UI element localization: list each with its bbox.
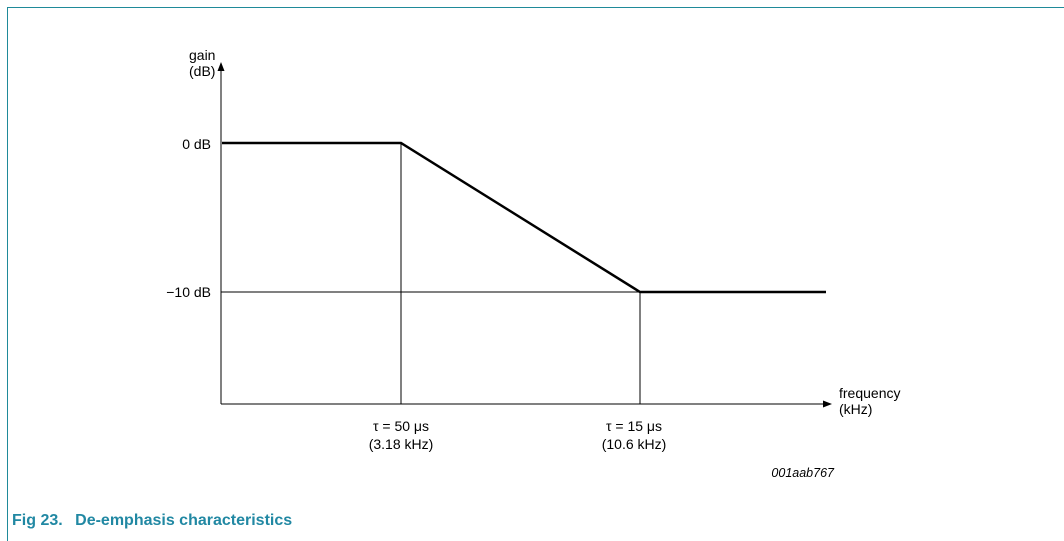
figure-frame — [7, 7, 1064, 541]
figure-caption: Fig 23. De-emphasis characteristics — [12, 512, 292, 530]
x-axis-title-line1: frequency — [839, 385, 900, 401]
y-axis-arrow — [217, 62, 225, 71]
x-tick-label-tau15-freq: (10.6 kHz) — [602, 436, 667, 452]
figure-title: De-emphasis characteristics — [75, 512, 293, 529]
x-axis-arrow — [823, 400, 832, 408]
x-tick-label-tau50: τ = 50 μs — [373, 418, 429, 434]
gain-curve — [222, 141, 826, 294]
figure-number: Fig 23. — [12, 512, 63, 529]
x-tick-label-tau15: τ = 15 μs — [606, 418, 662, 434]
y-tick-label-minus10db: −10 dB — [166, 284, 211, 300]
x-tick-label-tau50-freq: (3.18 kHz) — [369, 436, 434, 452]
x-axis-title-line2: (kHz) — [839, 401, 872, 417]
figure-code: 001aab767 — [771, 466, 835, 480]
y-tick-label-0db: 0 dB — [182, 136, 211, 152]
y-axis-title-line2: (dB) — [189, 63, 215, 79]
y-axis-title-line1: gain — [189, 47, 215, 63]
